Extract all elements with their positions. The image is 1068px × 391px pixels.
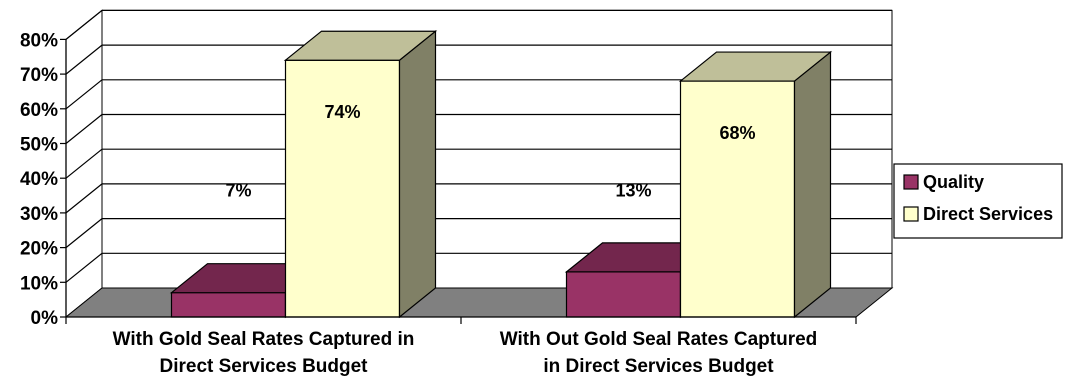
legend-swatch [903,174,919,190]
gridline-side [65,183,103,214]
bar-side [793,50,832,319]
data-label: 74% [324,102,360,122]
y-tick-label: 30% [20,204,58,225]
y-tick-label: 70% [20,65,58,86]
data-label: 7% [225,181,251,201]
gridline-side [65,114,103,144]
gridline-side [65,218,103,249]
x-axis: With Gold Seal Rates Captured in Direct S… [65,316,857,377]
y-tick-label: 50% [20,135,58,156]
data-label: 13% [615,181,651,201]
gridline-side [65,44,103,75]
gridline-side [65,148,103,179]
y-tick-label: 0% [31,308,59,329]
legend: Quality Direct Services [893,163,1063,239]
bar-front [565,271,682,318]
gridline-side [65,79,103,110]
bar-front [284,59,401,318]
y-axis: 0% 10% 20% 30% 40% 50% 60% 70% 80% [20,30,67,329]
data-labels: 7% 74% 13% 68% [225,102,755,200]
bar-front [679,80,796,318]
bar-side [398,29,437,319]
category-label: Direct Services Budget [159,356,368,377]
category-label: in Direct Services Budget [543,356,774,377]
category-label: With Out Gold Seal Rates Captured [500,329,818,350]
y-tick-label: 20% [20,239,58,260]
data-label: 68% [719,123,755,143]
y-tick-label: 10% [20,273,58,294]
y-tick-label: 60% [20,100,58,121]
gridline-side [65,9,103,40]
y-tick-label: 40% [20,169,58,190]
legend-box [893,163,1063,239]
bar-top [283,30,438,61]
category-label: With Gold Seal Rates Captured in [113,329,415,350]
y-tick-label: 80% [20,30,58,51]
legend-label: Quality [923,172,984,192]
bars [169,29,833,319]
gridline-side [65,252,103,283]
legend-label: Direct Services [923,204,1053,224]
bar-top [678,51,833,82]
bar-front [170,292,287,318]
legend-swatch [903,206,919,222]
